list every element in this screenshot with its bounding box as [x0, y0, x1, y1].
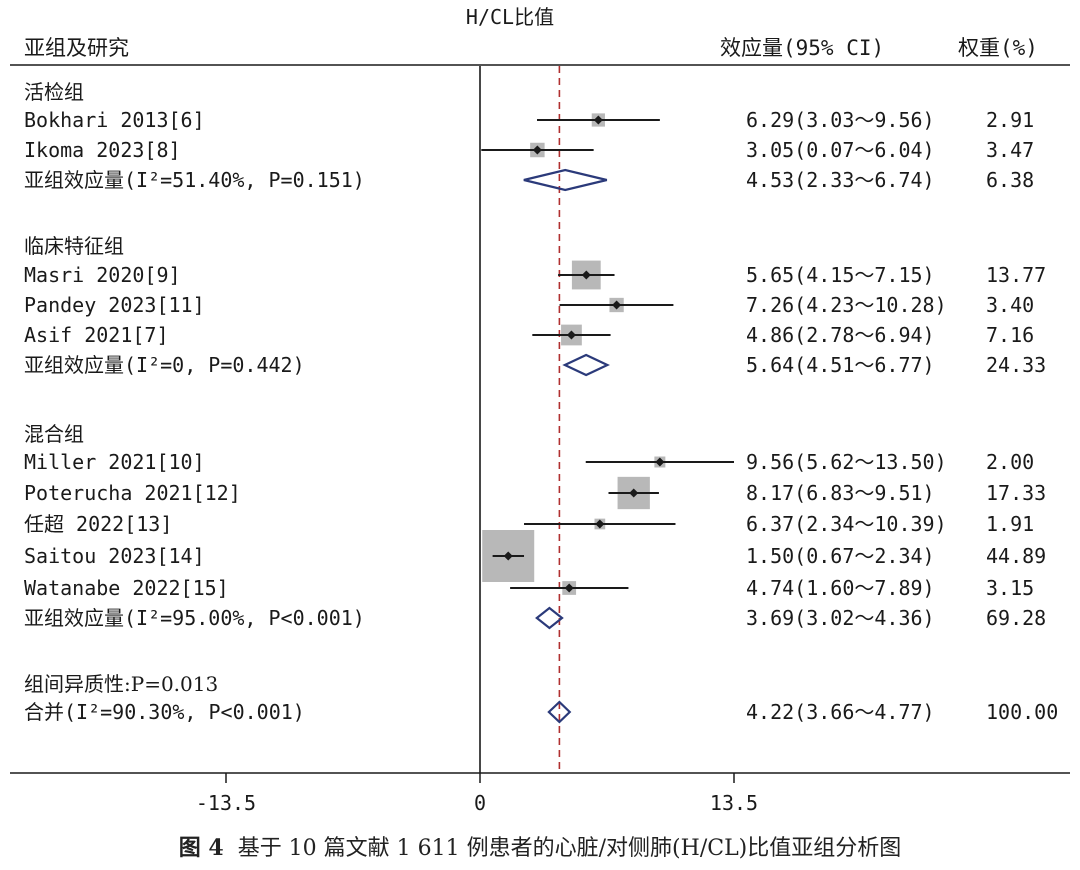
effect-size-text: 4.86(2.78～6.94): [746, 323, 935, 347]
study-label: Masri 2020[9]: [24, 263, 181, 287]
weight-text: 3.40: [986, 293, 1034, 317]
point-estimate: [612, 300, 622, 310]
subgroup-label: 混合组: [24, 422, 84, 446]
weight-text: 24.33: [986, 353, 1046, 377]
study-label: Ikoma 2023[8]: [24, 138, 181, 162]
point-estimate: [593, 115, 603, 125]
summary-diamond: [535, 606, 564, 630]
weight-text: 3.47: [986, 138, 1034, 162]
point-estimate: [595, 519, 605, 529]
weight-text: 2.00: [986, 450, 1034, 474]
x-axis-title: H/CL比值: [466, 5, 554, 29]
effect-size-text: 5.65(4.15～7.15): [746, 263, 935, 287]
study-row: Miller 2021[10] 9.56(5.62～13.50) 2.00: [24, 450, 1034, 474]
point-estimate: [564, 583, 574, 593]
study-row: Asif 2021[7] 4.86(2.78～6.94) 7.16: [24, 323, 1034, 347]
x-axis-ticks: -13.5 0 13.5: [196, 773, 758, 815]
summary-row: 亚组效应量(I²=0, P=0.442) 5.64(4.51～6.77) 24.33: [24, 353, 1046, 377]
weight-text: 44.89: [986, 544, 1046, 568]
x-tick-label: 13.5: [710, 791, 758, 815]
effect-size-text: 6.37(2.34～10.39): [746, 512, 947, 536]
effect-size-text: 9.56(5.62～13.50): [746, 450, 947, 474]
point-estimate: [581, 270, 591, 280]
effect-size-text: 8.17(6.83～9.51): [746, 481, 935, 505]
study-row: Masri 2020[9] 5.65(4.15～7.15) 13.77: [24, 260, 1046, 290]
effect-size-text: 3.05(0.07～6.04): [746, 138, 935, 162]
subgroup-heading: 组间异质性:P=0.013: [24, 672, 218, 696]
weight-text: 7.16: [986, 323, 1034, 347]
subgroup-heading: 混合组: [24, 422, 84, 446]
point-estimate: [629, 488, 639, 498]
summary-row: 亚组效应量(I²=95.00%, P<0.001) 3.69(3.02～4.36)…: [24, 606, 1046, 630]
study-label: Asif 2021[7]: [24, 323, 169, 347]
subgroup-label: 临床特征组: [24, 234, 124, 258]
study-column-header: 亚组及研究: [24, 36, 129, 60]
effect-size-text: 5.64(4.51～6.77): [746, 353, 935, 377]
summary-row: 亚组效应量(I²=51.40%, P=0.151) 4.53(2.33～6.74)…: [24, 168, 1034, 192]
figure-caption-text: 基于 10 篇文献 1 611 例患者的心脏/对侧肺(H/CL)比值亚组分析图: [237, 836, 902, 861]
point-estimate: [655, 457, 665, 467]
summary-diamond: [562, 353, 610, 377]
study-row: Watanabe 2022[15] 4.74(1.60～7.89) 3.15: [24, 576, 1034, 600]
study-row: Pandey 2023[11] 7.26(4.23～10.28) 3.40: [24, 293, 1034, 317]
point-estimate: [503, 551, 513, 561]
effect-size-text: 1.50(0.67～2.34): [746, 544, 935, 568]
summary-row: 合并(I²=90.30%, P<0.001) 4.22(3.66～4.77) 100…: [24, 700, 1058, 724]
effect-column-header: 效应量(95% CI): [720, 36, 884, 60]
weight-text: 13.77: [986, 263, 1046, 287]
study-row: Ikoma 2023[8] 3.05(0.07～6.04) 3.47: [24, 138, 1034, 162]
weight-text: 1.91: [986, 512, 1034, 536]
subgroup-label: 组间异质性:P=0.013: [24, 672, 218, 696]
weight-text: 17.33: [986, 481, 1046, 505]
effect-size-text: 6.29(3.03～9.56): [746, 108, 935, 132]
subgroup-heading: 临床特征组: [24, 234, 124, 258]
effect-size-text: 4.22(3.66～4.77): [746, 700, 935, 724]
effect-size-text: 3.69(3.02～4.36): [746, 606, 935, 630]
study-label: Pandey 2023[11]: [24, 293, 205, 317]
study-label: 合并(I²=90.30%, P<0.001): [24, 700, 305, 724]
study-row: Bokhari 2013[6] 6.29(3.03～9.56) 2.91: [24, 108, 1034, 132]
forest-marks: 活检组 Bokhari 2013[6] 6.29(3.03～9.56) 2.91 Iko…: [24, 66, 1058, 773]
weight-text: 6.38: [986, 168, 1034, 192]
subgroup-heading: 活检组: [24, 80, 84, 104]
study-label: Bokhari 2013[6]: [24, 108, 205, 132]
effect-size-text: 4.53(2.33～6.74): [746, 168, 935, 192]
study-label: 亚组效应量(I²=51.40%, P=0.151): [24, 168, 365, 192]
study-label: 任超 2022[13]: [24, 512, 172, 536]
study-label: Miller 2021[10]: [24, 450, 205, 474]
study-label: 亚组效应量(I²=0, P=0.442): [24, 353, 305, 377]
study-label: Watanabe 2022[15]: [24, 576, 229, 600]
study-row: Saitou 2023[14] 1.50(0.67～2.34) 44.89: [24, 530, 1046, 582]
weight-text: 3.15: [986, 576, 1034, 600]
study-label: Saitou 2023[14]: [24, 544, 205, 568]
effect-size-text: 4.74(1.60～7.89): [746, 576, 935, 600]
study-row: 任超 2022[13] 6.37(2.34～10.39) 1.91: [24, 512, 1034, 536]
weight-text: 100.00: [986, 700, 1058, 724]
study-label: Poterucha 2021[12]: [24, 481, 241, 505]
weight-column-header: 权重(%): [958, 36, 1038, 60]
summary-diamond: [523, 168, 608, 192]
subgroup-label: 活检组: [24, 80, 84, 104]
figure-caption: 图 4 基于 10 篇文献 1 611 例患者的心脏/对侧肺(H/CL)比值亚组分…: [0, 830, 1080, 862]
x-tick-label: 0: [474, 791, 486, 815]
forest-plot-canvas: H/CL比值 亚组及研究 效应量(95% CI) 权重(%) 活检组 Bokhar…: [10, 5, 1070, 815]
point-estimate: [566, 330, 576, 340]
study-label: 亚组效应量(I²=95.00%, P<0.001): [24, 606, 365, 630]
point-estimate: [532, 145, 542, 155]
weight-text: 2.91: [986, 108, 1034, 132]
weight-text: 69.28: [986, 606, 1046, 630]
study-row: Poterucha 2021[12] 8.17(6.83～9.51) 17.33: [24, 476, 1046, 510]
x-tick-label: -13.5: [196, 791, 256, 815]
effect-size-text: 7.26(4.23～10.28): [746, 293, 947, 317]
summary-diamond: [547, 700, 572, 724]
figure-label: 图 4: [178, 835, 224, 861]
